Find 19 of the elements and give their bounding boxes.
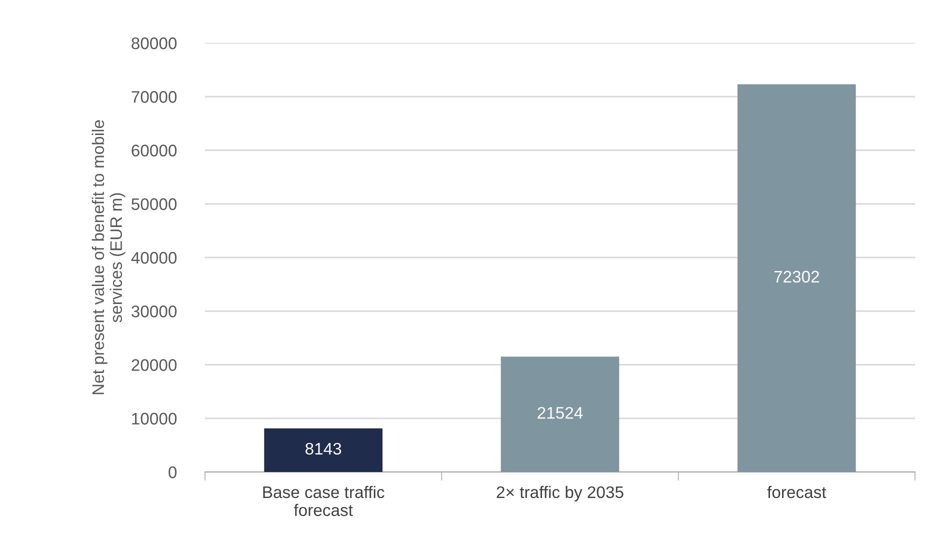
data-label: 8143	[306, 442, 342, 455]
bar	[264, 428, 382, 472]
y-tick-label: 70000	[132, 91, 177, 103]
data-label: 72302	[774, 270, 820, 283]
data-label: 21524	[538, 406, 583, 419]
y-tick-label: 30000	[132, 306, 177, 318]
y-tick-label: 40000	[131, 252, 177, 264]
y-tick-label: 20000	[132, 359, 177, 371]
x-tick-label: 2× traffic by 2035	[496, 486, 624, 502]
y-axis-title: Net present value of benefit to mobile services (EUR m)	[92, 120, 126, 394]
y-tick-label: 50000	[132, 198, 177, 210]
x-tick-label: Base case traffic forecast	[263, 486, 384, 516]
x-tick-label: forecast	[767, 486, 826, 498]
y-tick-label: 0	[168, 466, 177, 478]
y-tick-label: 60000	[132, 144, 177, 156]
y-tick-label: 80000	[132, 37, 177, 50]
y-tick-label: 10000	[132, 412, 177, 425]
bar	[500, 356, 620, 472]
bar	[738, 84, 856, 472]
